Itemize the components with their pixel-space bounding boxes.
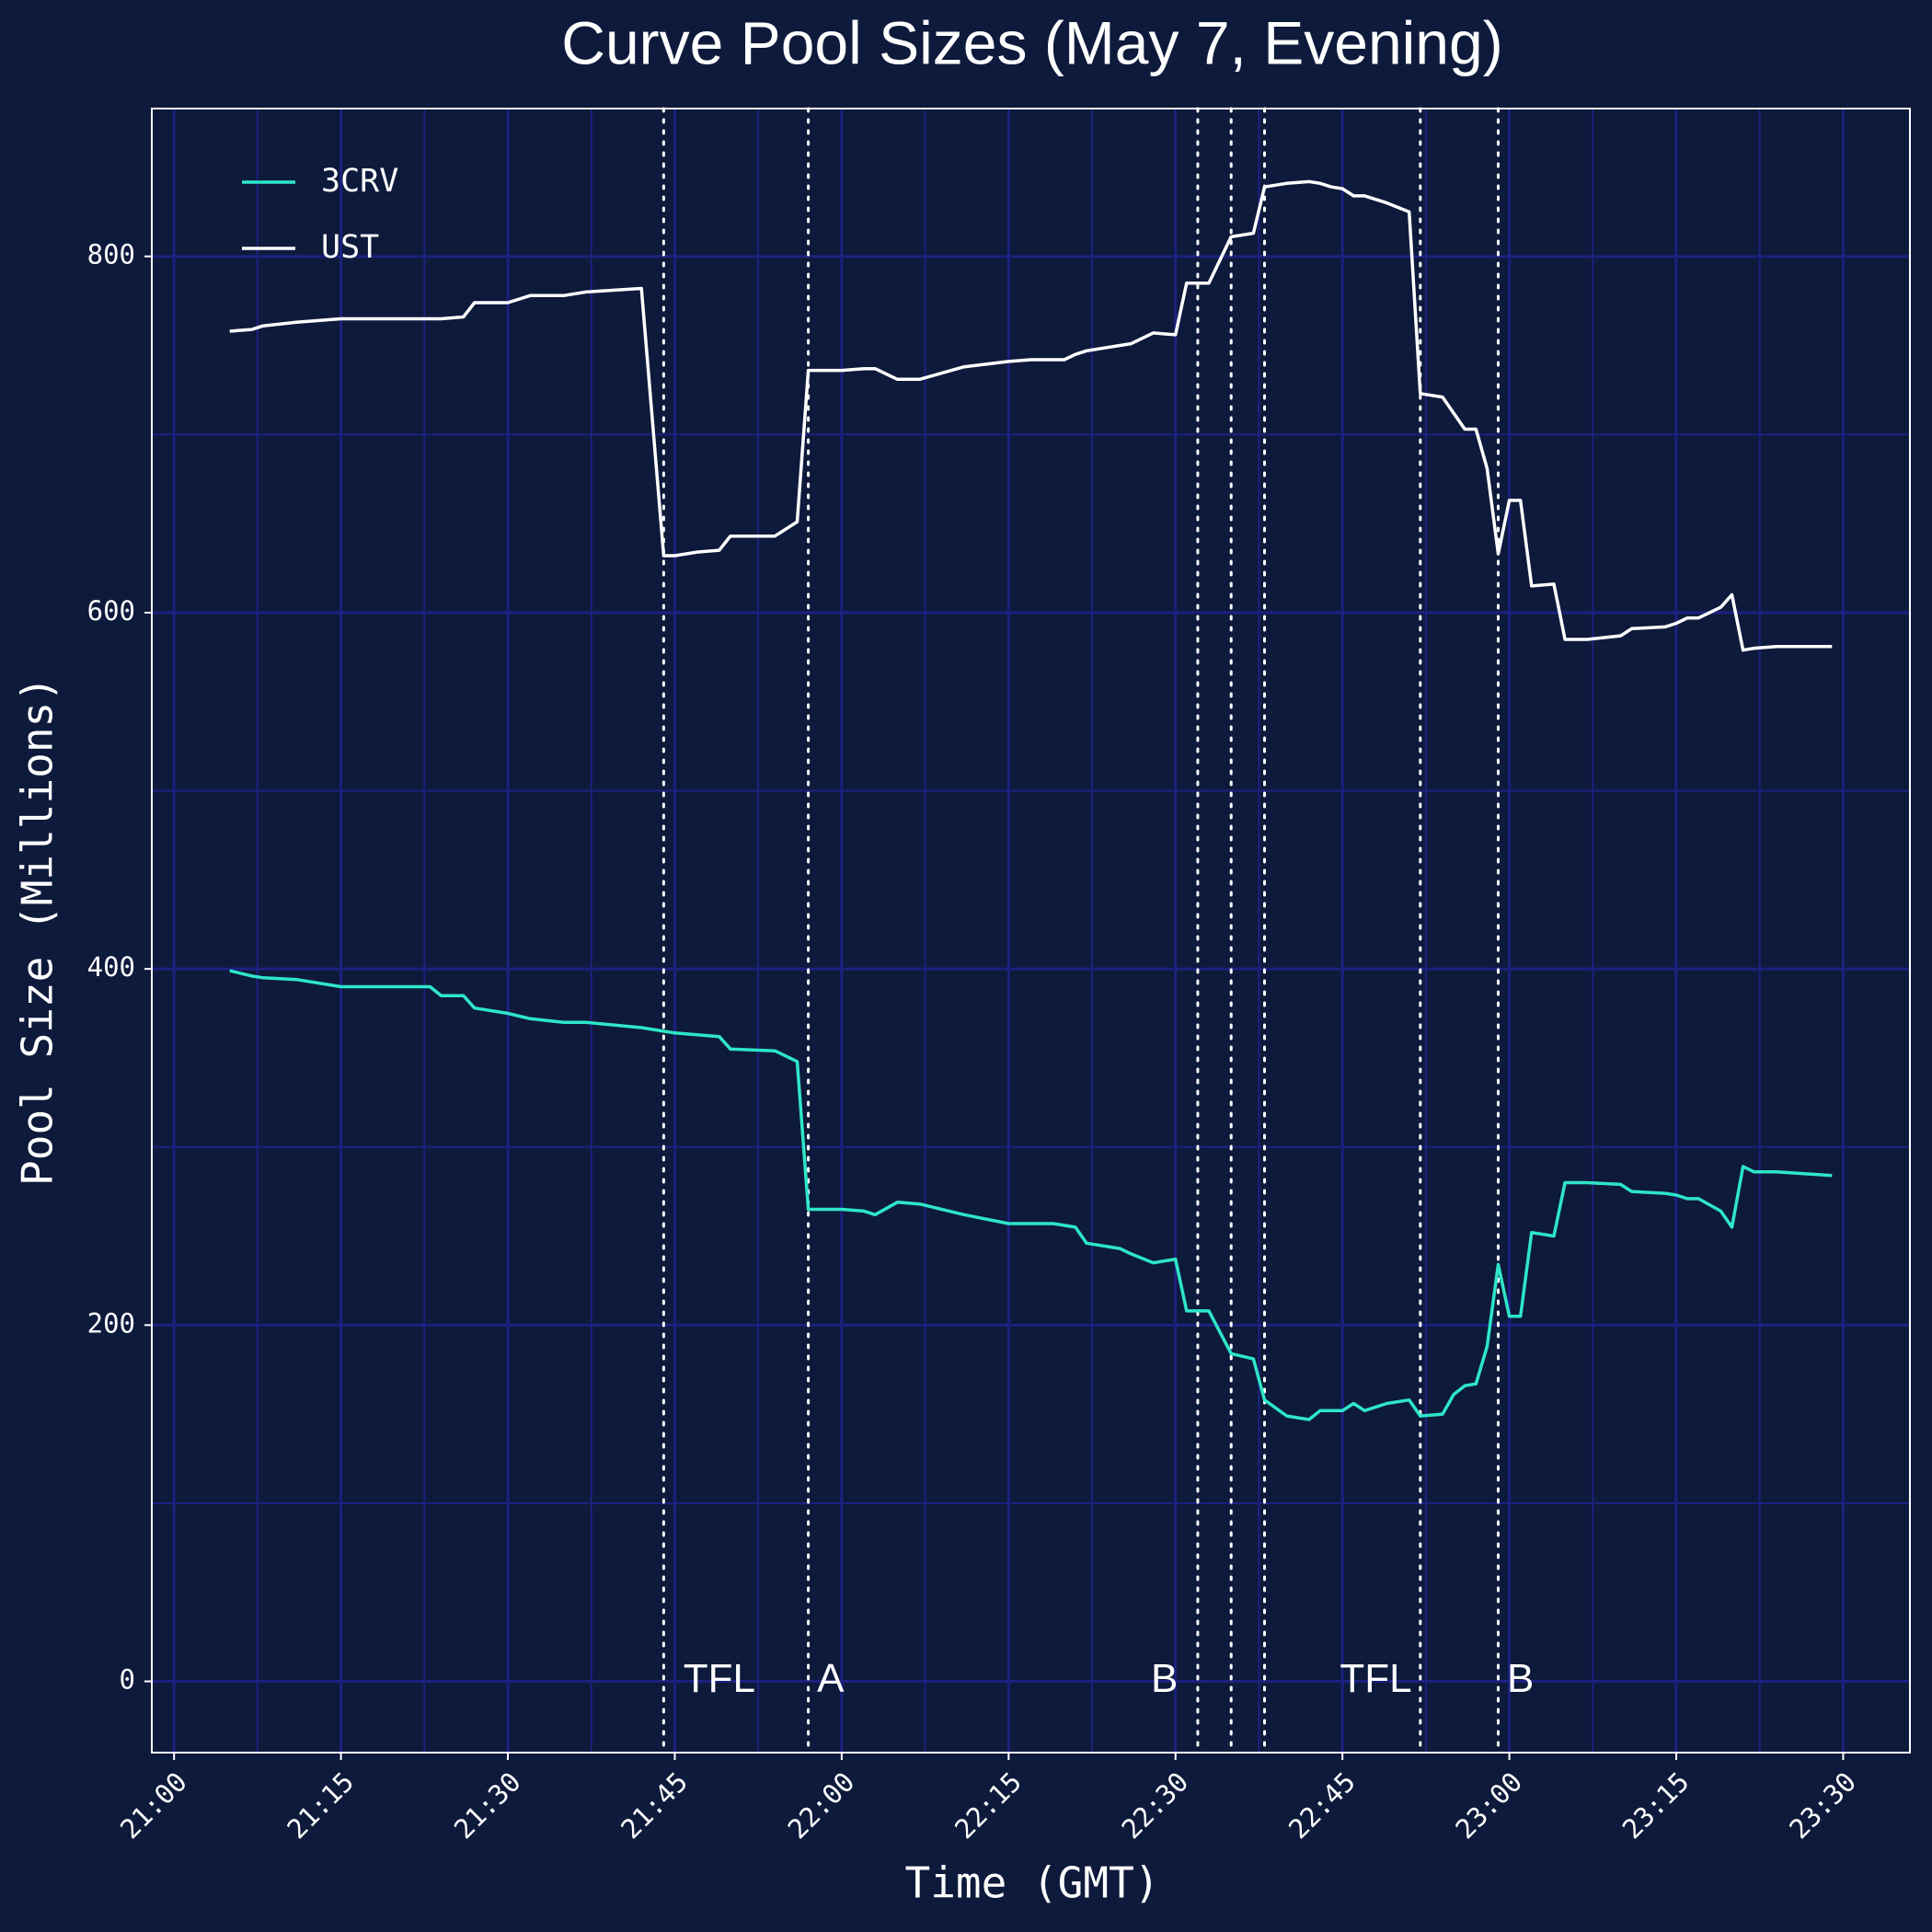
plot-frame	[151, 108, 1911, 1754]
event-label: A	[817, 1656, 845, 1701]
event-label: B	[1507, 1656, 1534, 1701]
y-tick-label: 800	[87, 239, 135, 270]
grid	[152, 109, 1910, 1753]
legend-label: 3CRV	[321, 163, 398, 200]
y-tick-label: 400	[87, 951, 135, 983]
y-tick-label: 0	[120, 1664, 135, 1696]
event-label: TFL	[1340, 1656, 1411, 1701]
plot-area: TFL A B TFL B	[229, 107, 1833, 1754]
series-line	[229, 969, 1833, 1421]
series-line	[229, 179, 1833, 652]
chart-title: Curve Pool Sizes (May 7, Evening)	[561, 8, 1502, 76]
legend: 3CRV UST	[242, 163, 398, 266]
y-axis-label: Pool Size (Millions)	[13, 676, 63, 1186]
event-label: TFL	[684, 1656, 755, 1701]
legend-label: UST	[321, 229, 379, 266]
x-axis-label: Time (GMT)	[905, 1858, 1160, 1908]
event-label: B	[1151, 1656, 1178, 1701]
y-tick-label: 200	[87, 1307, 135, 1339]
y-tick-label: 600	[87, 595, 135, 627]
